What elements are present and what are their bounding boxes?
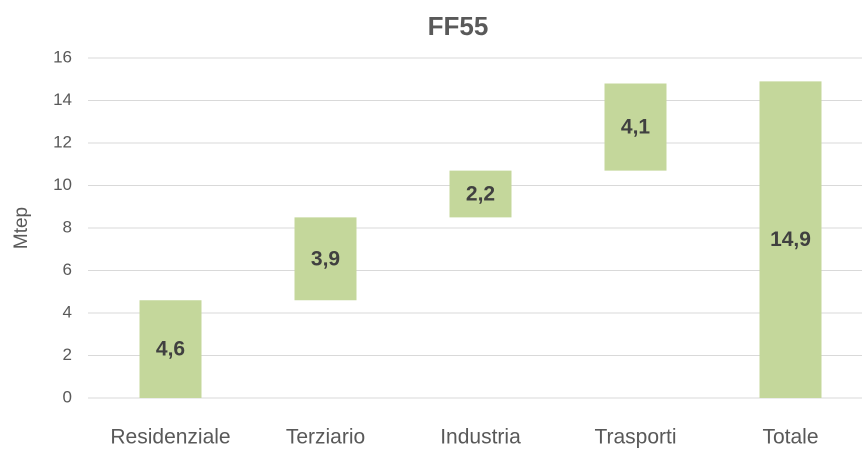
y-tick-label: 10 [53, 175, 72, 194]
y-tick-label: 12 [53, 132, 72, 151]
data-label: 14,9 [770, 228, 811, 251]
x-tick-label: Terziario [286, 426, 365, 449]
bar [294, 217, 357, 301]
y-tick-label: 0 [63, 387, 72, 406]
y-tick-label: 6 [63, 260, 72, 279]
bar [604, 83, 667, 171]
x-tick-label: Totale [762, 426, 818, 449]
x-tick-label: Residenziale [110, 426, 230, 449]
bar [759, 81, 822, 398]
chart-title: FF55 [428, 11, 489, 41]
x-tick-label: Trasporti [594, 426, 676, 449]
data-label: 4,1 [621, 116, 651, 139]
y-tick-label: 16 [53, 47, 72, 66]
x-tick-label: Industria [440, 426, 521, 449]
data-label: 3,9 [311, 247, 340, 270]
y-tick-label: 8 [63, 217, 72, 236]
y-tick-label: 4 [63, 302, 72, 321]
y-tick-label: 2 [63, 345, 72, 364]
data-label: 2,2 [466, 183, 495, 206]
bar [449, 170, 512, 218]
bar [139, 300, 202, 398]
y-axis-label: Mtep [11, 207, 32, 249]
y-tick-label: 14 [53, 90, 72, 109]
data-label: 4,6 [156, 338, 185, 361]
